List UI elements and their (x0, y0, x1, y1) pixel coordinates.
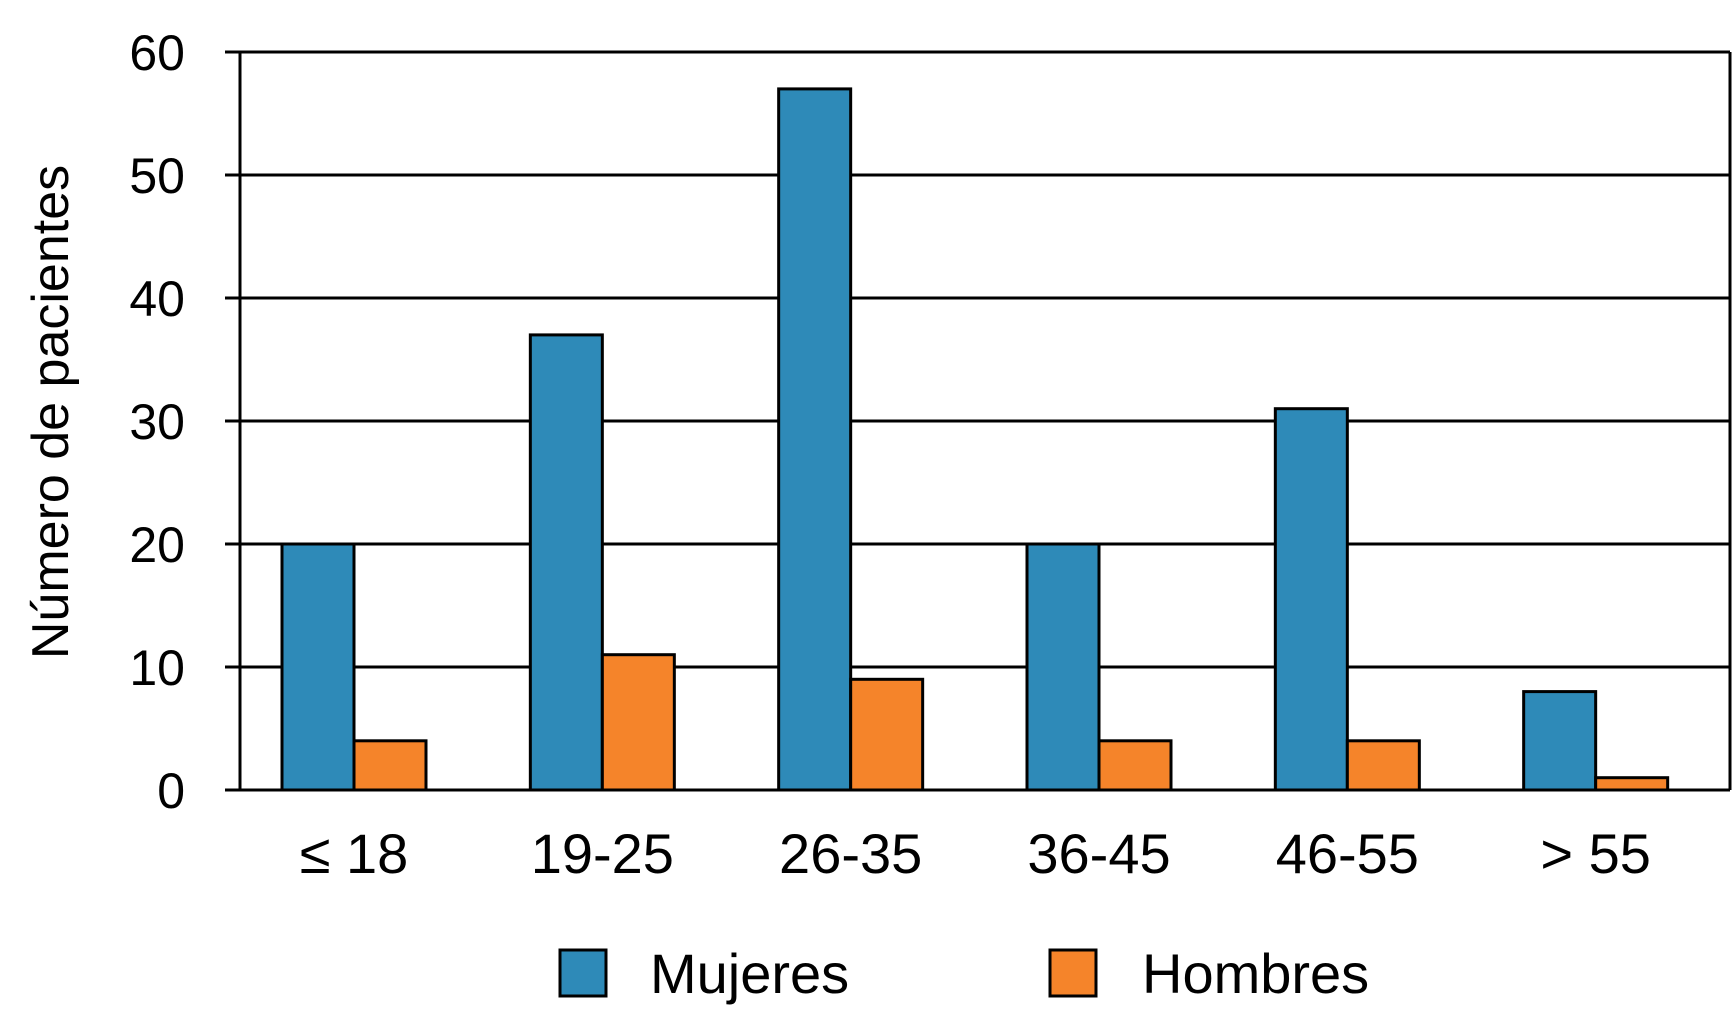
y-tick-label: 0 (157, 763, 185, 819)
bar-mujeres-1 (280, 542, 356, 792)
y-axis-label: Número de pacientes (22, 165, 80, 659)
y-tick-label: 40 (129, 271, 185, 327)
legend-label-hombres: Hombres (1142, 942, 1369, 1005)
gridlines (225, 50, 1730, 792)
x-tick-label: ≤ 18 (300, 822, 409, 885)
axes (238, 52, 1732, 790)
bar-mujeres-3 (777, 87, 853, 792)
bar-hombres-2 (600, 653, 676, 792)
x-tick-label: 46-55 (1276, 822, 1419, 885)
bar-mujeres-5 (1273, 407, 1349, 792)
bar-hombres-3 (849, 677, 925, 792)
bar-hombres-6 (1594, 776, 1670, 792)
bar-hombres-1 (352, 739, 428, 792)
y-tick-labels: 0 10 20 30 40 50 60 (129, 25, 185, 819)
legend-swatch-mujeres (558, 948, 608, 998)
y-tick-label: 10 (129, 640, 185, 696)
x-tick-labels: ≤ 18 19-25 26-35 36-45 46-55 > 55 (300, 822, 1651, 885)
x-tick-label: 26-35 (779, 822, 922, 885)
y-tick-label: 20 (129, 517, 185, 573)
y-tick-label: 30 (129, 394, 185, 450)
x-tick-label: > 55 (1540, 822, 1651, 885)
x-tick-label: 19-25 (531, 822, 674, 885)
bar-hombres-4 (1097, 739, 1173, 792)
y-tick-label: 60 (129, 25, 185, 81)
legend-swatch-hombres (1048, 948, 1098, 998)
y-tick-label: 50 (129, 148, 185, 204)
x-tick-label: 36-45 (1027, 822, 1170, 885)
legend-label-mujeres: Mujeres (650, 942, 849, 1005)
bars (280, 87, 1670, 792)
bar-mujeres-2 (528, 333, 604, 792)
bar-hombres-5 (1345, 739, 1421, 792)
bar-mujeres-4 (1025, 542, 1101, 792)
bar-mujeres-6 (1522, 690, 1598, 792)
legend: Mujeres Hombres (558, 942, 1369, 1005)
